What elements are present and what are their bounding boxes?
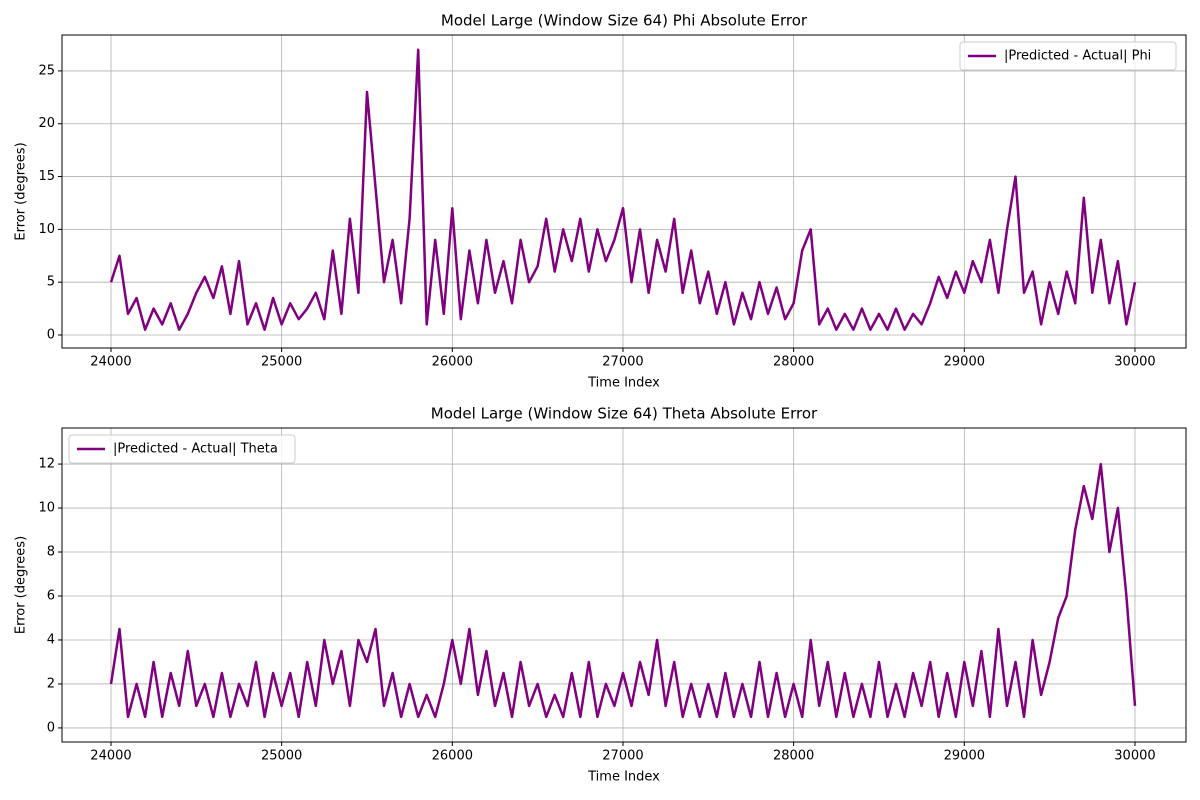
y-tick-label: 12	[38, 457, 55, 472]
legend: |Predicted - Actual| Phi	[959, 41, 1177, 71]
y-tick-label: 0	[47, 720, 55, 735]
axes-frame	[61, 427, 1187, 743]
y-tick-label: 5	[47, 275, 55, 290]
legend-label: |Predicted - Actual| Phi	[1004, 49, 1151, 64]
line-series	[109, 48, 1137, 331]
x-tick-label: 30000	[1114, 749, 1155, 764]
y-tick-label: 25	[38, 63, 55, 78]
chart-title: Model Large (Window Size 64) Theta Absol…	[431, 405, 818, 423]
legend-box	[959, 41, 1177, 71]
x-tick-label: 29000	[944, 355, 985, 370]
x-tick-label: 26000	[432, 355, 473, 370]
y-tick-label: 4	[47, 632, 55, 647]
x-tick-label: 25000	[261, 355, 302, 370]
y-tick-label: 8	[47, 545, 55, 560]
x-tick-label: 27000	[602, 355, 643, 370]
y-axis-label: Error (degrees)	[14, 142, 29, 240]
x-axis-label: Time Index	[587, 376, 660, 391]
y-tick-label: 20	[38, 116, 55, 131]
y-tick-label: 10	[38, 222, 55, 237]
x-tick-label: 27000	[602, 749, 643, 764]
x-tick-label: 24000	[90, 355, 131, 370]
x-tick-label: 29000	[944, 749, 985, 764]
y-tick-label: 0	[47, 328, 55, 343]
axes-frame	[61, 34, 1187, 349]
x-axis-label: Time Index	[587, 770, 660, 785]
x-tick-label: 26000	[432, 749, 473, 764]
x-tick-label: 25000	[261, 749, 302, 764]
legend-box	[68, 434, 296, 464]
x-tick-label: 30000	[1114, 355, 1155, 370]
x-tick-label: 28000	[773, 749, 814, 764]
chart-title: Model Large (Window Size 64) Phi Absolut…	[441, 12, 808, 30]
y-axis-label: Error (degrees)	[14, 536, 29, 634]
y-tick-label: 10	[38, 501, 55, 516]
line-series	[109, 462, 1137, 719]
x-tick-label: 24000	[90, 749, 131, 764]
legend-label: |Predicted - Actual| Theta	[113, 442, 278, 457]
x-tick-label: 28000	[773, 355, 814, 370]
y-tick-label: 15	[38, 169, 55, 184]
y-tick-label: 2	[47, 676, 55, 691]
y-tick-label: 6	[47, 588, 55, 603]
legend: |Predicted - Actual| Theta	[68, 434, 296, 464]
